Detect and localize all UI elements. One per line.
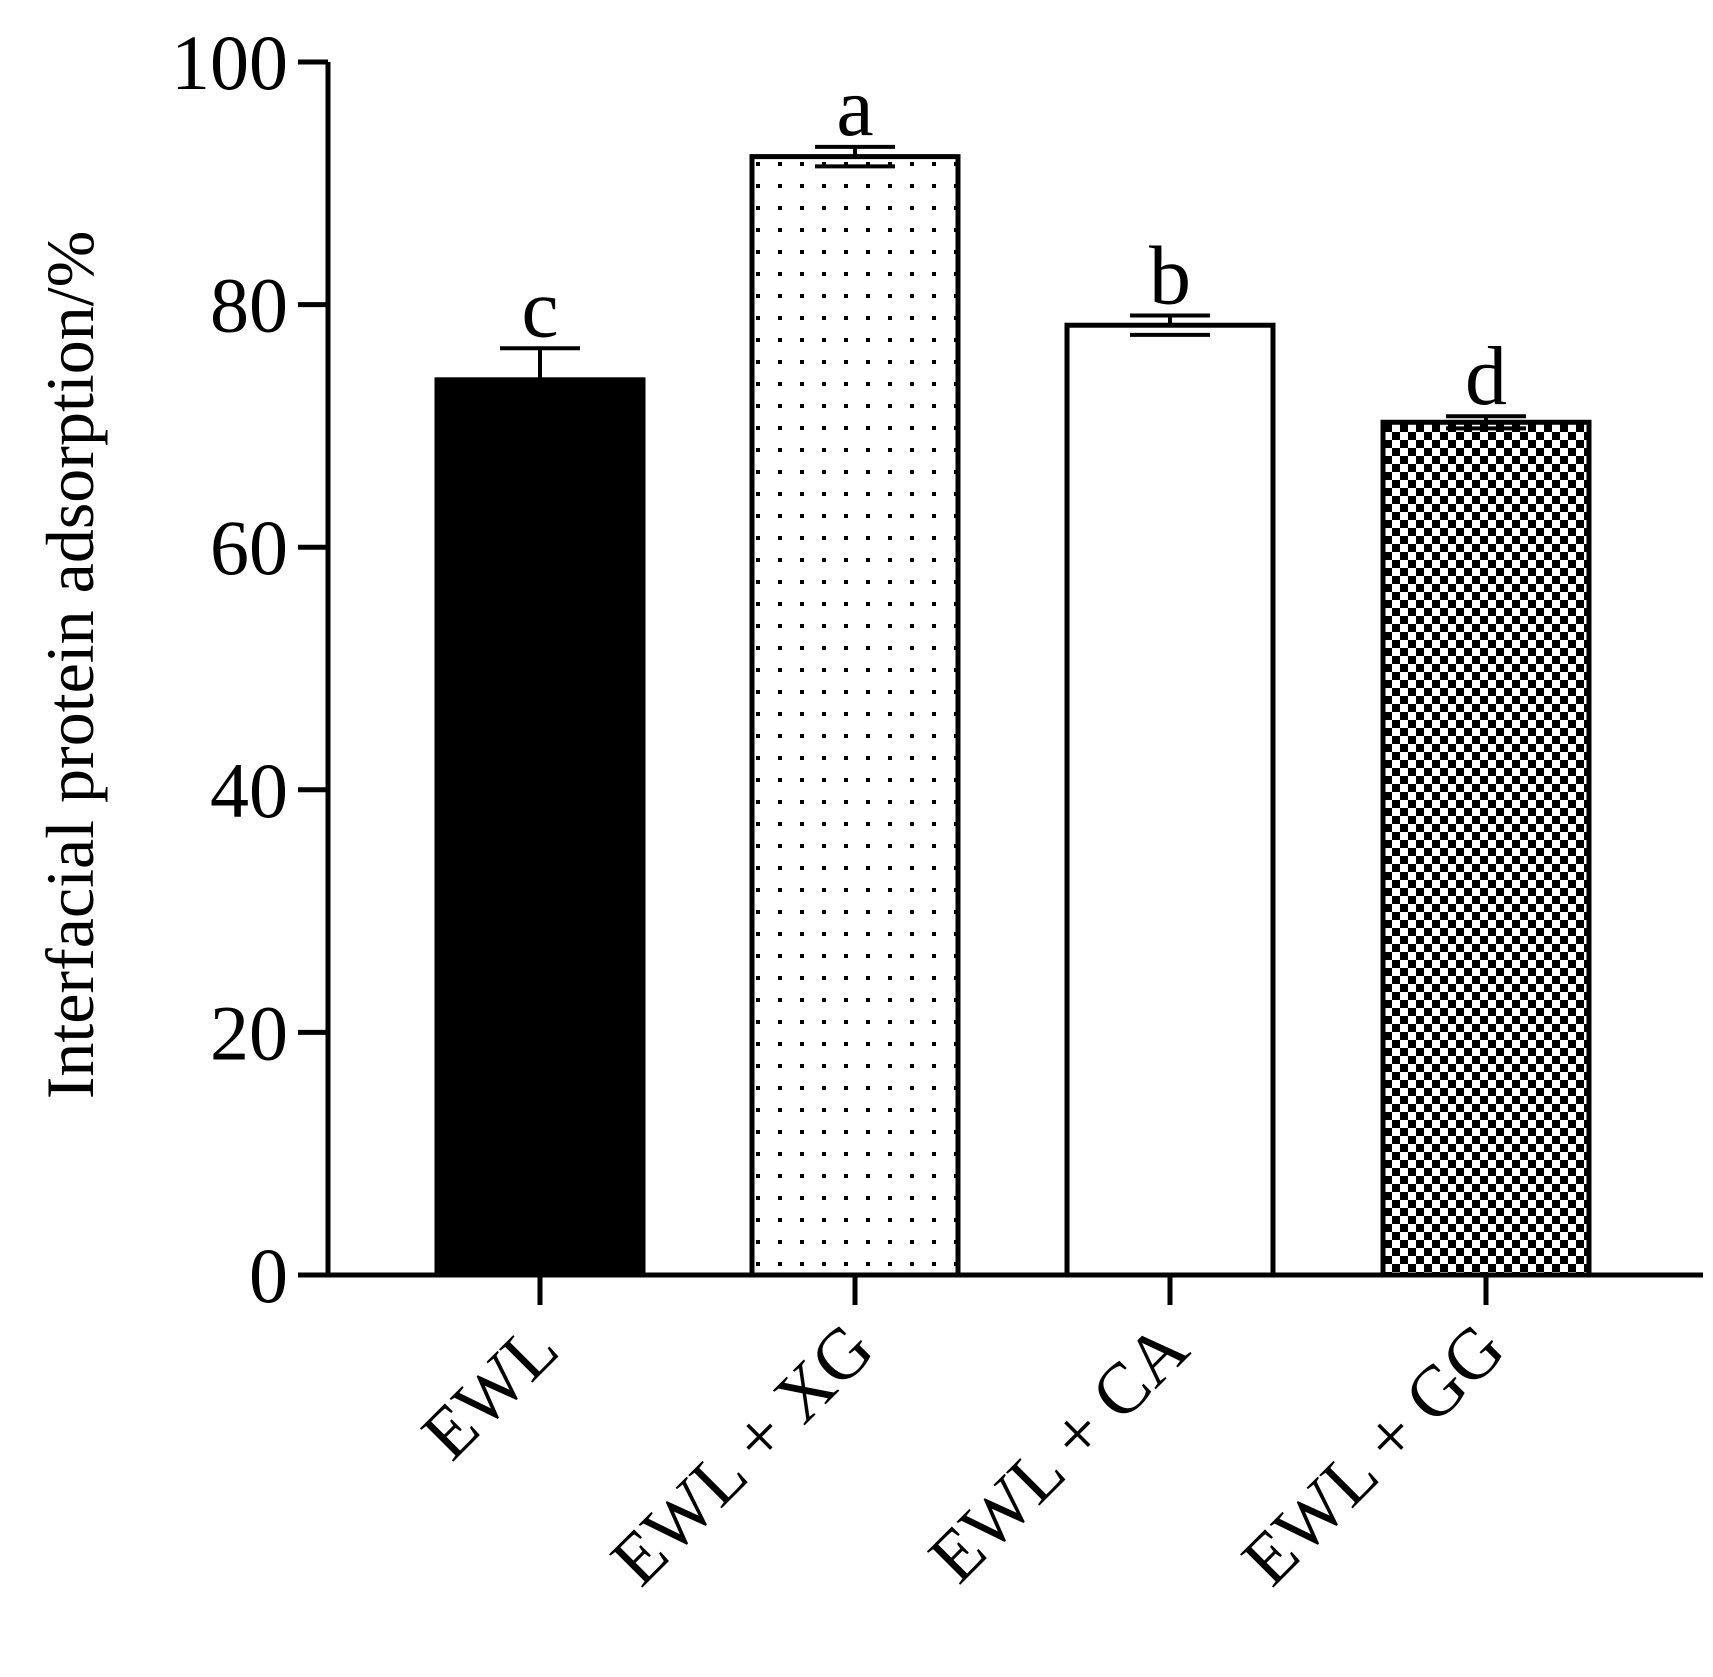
y-tick-label: 80 bbox=[210, 262, 288, 349]
y-tick-label: 60 bbox=[210, 504, 288, 591]
error-bars bbox=[500, 144, 1526, 431]
axes bbox=[325, 62, 1703, 1278]
bars bbox=[434, 154, 1592, 1278]
x-tick-label: EWL + CA bbox=[913, 1308, 1203, 1598]
x-axis-ticks: EWL EWL + XG EWL + CA EWL + GG bbox=[406, 1275, 1519, 1600]
significance-label: a bbox=[836, 61, 873, 154]
y-tick-label: 100 bbox=[171, 19, 288, 106]
x-tick-label: EWL bbox=[406, 1308, 573, 1475]
significance-label: d bbox=[1465, 330, 1507, 423]
bar-1 bbox=[434, 377, 646, 1278]
y-tick-label: 40 bbox=[210, 747, 288, 834]
significance-label: c bbox=[521, 262, 558, 355]
y-axis-title: Interfacial protein adsorption/% bbox=[32, 231, 108, 1100]
bar-4 bbox=[1380, 419, 1592, 1278]
y-tick-label: 0 bbox=[249, 1232, 288, 1319]
bar-2 bbox=[749, 154, 961, 1278]
x-tick-label: EWL + XG bbox=[596, 1308, 889, 1601]
significance-label: b bbox=[1149, 230, 1191, 323]
y-tick-label: 20 bbox=[210, 989, 288, 1076]
bar-3 bbox=[1064, 322, 1276, 1278]
significance-labels: c a b d bbox=[521, 61, 1507, 423]
y-axis-ticks: 0 20 40 60 80 100 bbox=[171, 19, 328, 1319]
x-tick-label: EWL + GG bbox=[1227, 1308, 1520, 1601]
